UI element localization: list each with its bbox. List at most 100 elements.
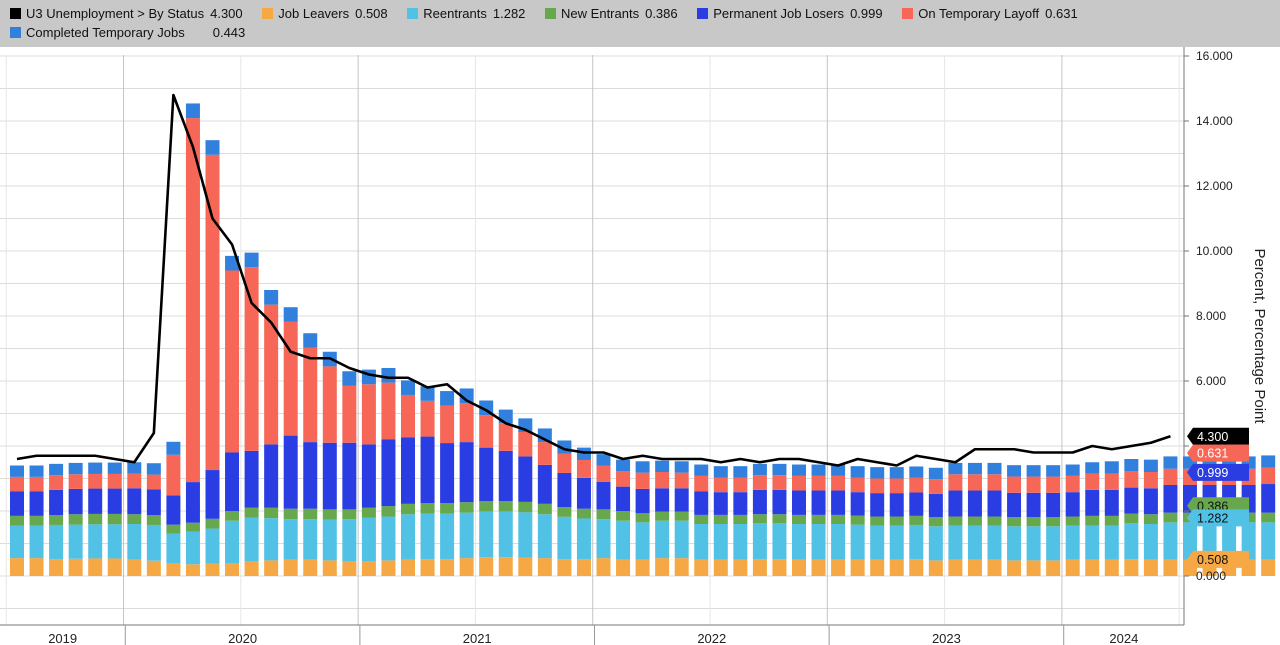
legend-value: 0.999: [850, 6, 883, 21]
bar-segment: [576, 459, 591, 478]
legend-value: 0.386: [645, 6, 678, 21]
bar-segment: [557, 559, 572, 576]
legend-row-1: U3 Unemployment > By Status 4.300 Job Lea…: [10, 4, 1272, 23]
bar-segment: [459, 442, 474, 503]
bar-segment: [1085, 515, 1100, 526]
bar-segment: [752, 514, 767, 524]
legend-item-temporary-layoff: On Temporary Layoff 0.631: [902, 4, 1078, 23]
bar-segment: [1065, 492, 1080, 517]
bar-segment: [361, 517, 376, 562]
bar-segment: [1026, 476, 1041, 493]
bar-segment: [146, 560, 161, 576]
bar-segment: [1104, 525, 1119, 560]
u3-line: [16, 93, 1171, 467]
bar-segment: [772, 559, 787, 576]
bar-segment: [1065, 475, 1080, 493]
legend-item-reentrants: Reentrants 1.282: [407, 4, 525, 23]
bar-segment: [733, 466, 748, 478]
bar-segment: [1143, 559, 1158, 576]
bar-segment: [1007, 517, 1022, 527]
bar-segment: [713, 466, 728, 478]
bar-segment: [1163, 485, 1178, 513]
bar-segment: [616, 471, 631, 487]
bar-segment: [166, 454, 181, 496]
bar-segment: [1007, 526, 1022, 561]
chart-legend: U3 Unemployment > By Status 4.300 Job Lea…: [0, 0, 1280, 47]
bar-segment: [1065, 525, 1080, 560]
bar-segment: [303, 559, 318, 576]
bar-segment: [967, 525, 982, 560]
bar-segment: [68, 524, 83, 559]
bar-segment: [244, 561, 259, 576]
bar-segment: [928, 517, 943, 527]
bar-segment: [88, 462, 103, 474]
bar-segment: [889, 493, 904, 517]
bar-segment: [205, 563, 220, 576]
bar-segment: [850, 477, 865, 493]
bar-segment: [1104, 515, 1119, 526]
bar-segment: [596, 558, 611, 576]
bar-segment: [88, 473, 103, 489]
bar-segment: [987, 474, 1002, 491]
bar-segment: [401, 559, 415, 576]
bar-segment: [909, 466, 924, 478]
bar-segment: [107, 513, 122, 525]
bar-segment: [1104, 489, 1119, 516]
bar-segment: [967, 474, 982, 491]
bar-segment: [88, 513, 103, 525]
y-tick-label: 6.000: [1196, 374, 1226, 388]
bar-segment: [322, 366, 337, 443]
bar-segment: [655, 558, 670, 576]
bar-segment: [49, 463, 64, 476]
bar-segment: [811, 524, 826, 560]
bar-segment: [205, 518, 220, 529]
bar-segment: [264, 444, 279, 508]
bar-segment: [1046, 517, 1061, 527]
bar-segment: [498, 450, 513, 502]
bar-segment: [361, 384, 376, 445]
bar-segment: [225, 563, 240, 576]
bar-segment: [244, 267, 259, 451]
bar-segment: [596, 465, 611, 482]
bar-segment: [303, 333, 318, 348]
bar-segment: [967, 462, 982, 475]
bar-segment: [772, 475, 787, 490]
x-year-label: 2022: [697, 631, 726, 645]
bar-segment: [342, 385, 357, 443]
bar-segment: [909, 524, 924, 560]
bar-segment: [733, 514, 748, 524]
bar-segment: [1085, 473, 1100, 490]
bar-segment: [1065, 464, 1080, 476]
bar-segment: [1261, 522, 1276, 560]
legend-value: 0.631: [1045, 6, 1078, 21]
bar-segment: [459, 388, 474, 404]
bar-segment: [283, 508, 298, 520]
bar-segment: [792, 559, 806, 576]
bar-segment: [752, 489, 767, 515]
bar-segment: [1222, 522, 1237, 560]
bar-segment: [616, 459, 631, 472]
bar-segment: [576, 518, 591, 560]
bar-segment: [811, 559, 826, 576]
legend-item-new-entrants: New Entrants 0.386: [545, 4, 678, 23]
value-tag-label: 1.282: [1197, 511, 1228, 525]
bar-segment: [518, 501, 533, 513]
x-year-label: 2020: [228, 631, 257, 645]
bar-segment: [616, 511, 631, 521]
bar-segment: [381, 506, 396, 517]
bar-segment: [322, 442, 337, 510]
bar-segment: [674, 472, 689, 489]
bar-segment: [1085, 525, 1100, 560]
bar-segment: [127, 559, 142, 576]
bar-segment: [1104, 473, 1119, 490]
bar-segment: [264, 507, 279, 519]
bar-segment: [225, 520, 240, 563]
bar-segment: [1143, 459, 1158, 472]
bar-segment: [283, 307, 298, 322]
bar-segment: [1124, 559, 1139, 576]
bar-segment: [870, 467, 885, 479]
bar-segment: [674, 488, 689, 512]
bar-segment: [674, 461, 689, 473]
bar-segment: [107, 473, 122, 489]
